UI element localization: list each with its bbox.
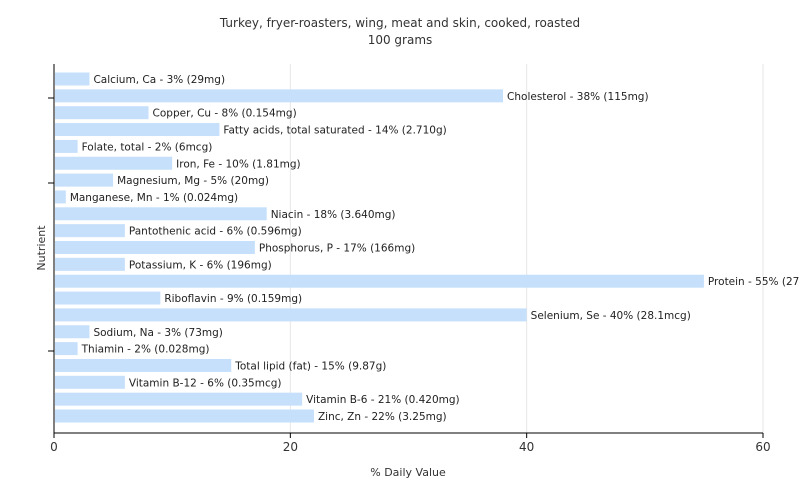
- bar: [55, 325, 90, 339]
- bar-data-label: Thiamin - 2% (0.028mg): [81, 344, 210, 356]
- bar: [55, 291, 161, 305]
- x-tick-label: 60: [755, 440, 770, 454]
- bar-data-label: Selenium, Se - 40% (28.1mcg): [531, 310, 691, 322]
- bar-data-label: Protein - 55% (27.65g): [708, 276, 800, 288]
- bar-data-label: Magnesium, Mg - 5% (20mg): [117, 175, 269, 187]
- bar-data-label: Phosphorus, P - 17% (166mg): [259, 243, 415, 255]
- bar: [55, 72, 90, 86]
- bar: [55, 89, 504, 103]
- bar: [55, 257, 125, 271]
- bar-data-label: Fatty acids, total saturated - 14% (2.71…: [223, 125, 446, 137]
- bar-data-label: Niacin - 18% (3.640mg): [271, 209, 396, 221]
- bar-data-label: Iron, Fe - 10% (1.81mg): [176, 158, 300, 170]
- y-axis-label: Nutrient: [35, 225, 48, 271]
- bar: [55, 106, 149, 120]
- bars: Calcium, Ca - 3% (29mg) Cholesterol - 38%…: [55, 72, 800, 423]
- bar-data-label: Vitamin B-6 - 21% (0.420mg): [306, 394, 460, 406]
- bar: [55, 342, 78, 356]
- bar-data-label: Potassium, K - 6% (196mg): [129, 259, 272, 271]
- bar-data-label: Zinc, Zn - 22% (3.25mg): [318, 411, 447, 423]
- bar: [55, 274, 704, 288]
- bar-data-label: Sodium, Na - 3% (73mg): [93, 327, 222, 339]
- bar-data-label: Pantothenic acid - 6% (0.596mg): [129, 226, 302, 238]
- bar: [55, 190, 66, 204]
- chart-title: Turkey, fryer-roasters, wing, meat and s…: [219, 16, 580, 30]
- gridlines: [289, 64, 764, 433]
- bar: [55, 409, 314, 423]
- x-tick-label: 20: [283, 440, 298, 454]
- bar-data-label: Riboflavin - 9% (0.159mg): [164, 293, 302, 305]
- x-axis-label: % Daily Value: [370, 466, 446, 479]
- bar: [55, 224, 125, 238]
- bar-data-label: Folate, total - 2% (6mcg): [82, 141, 213, 153]
- bar: [55, 173, 114, 187]
- bar: [55, 139, 78, 153]
- bar-data-label: Copper, Cu - 8% (0.154mg): [153, 108, 297, 120]
- bar-data-label: Total lipid (fat) - 15% (9.87g): [234, 360, 386, 372]
- bar-data-label: Manganese, Mn - 1% (0.024mg): [70, 192, 238, 204]
- bar-data-label: Cholesterol - 38% (115mg): [507, 91, 649, 103]
- axes: 0 20 40 60: [48, 64, 771, 454]
- bar: [55, 156, 173, 170]
- bar: [55, 123, 220, 137]
- bar: [55, 392, 303, 406]
- chart-subtitle: 100 grams: [368, 33, 433, 47]
- bar: [55, 375, 125, 389]
- bar: [55, 358, 232, 372]
- bar-data-label: Calcium, Ca - 3% (29mg): [93, 74, 225, 86]
- bar: [55, 207, 267, 221]
- x-tick-label: 40: [519, 440, 534, 454]
- bar: [55, 308, 527, 322]
- bar: [55, 241, 255, 254]
- x-tick-label: 0: [50, 440, 58, 454]
- bar-data-label: Vitamin B-12 - 6% (0.35mcg): [129, 377, 282, 389]
